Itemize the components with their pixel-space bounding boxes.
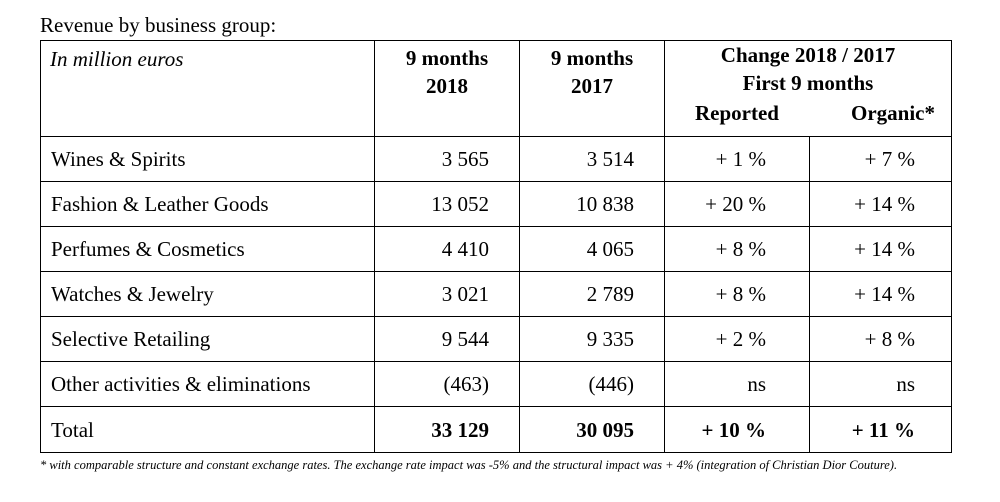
change-title-line2: First 9 months — [742, 71, 874, 95]
value-2017: 2 789 — [519, 271, 665, 317]
change-reported: + 20 % — [664, 181, 810, 227]
header-row: In million euros 9 months 2018 9 months … — [40, 40, 953, 137]
total-change-organic: + 11 % — [808, 406, 953, 453]
table-row: Wines & Spirits 3 565 3 514 + 1 % + 7 % — [40, 136, 953, 182]
value-2018: 9 544 — [374, 316, 520, 362]
change-reported: + 1 % — [664, 136, 810, 182]
change-organic: + 14 % — [808, 226, 953, 272]
row-label: Fashion & Leather Goods — [40, 181, 375, 227]
header-2017-line2: 2017 — [571, 74, 613, 98]
row-label: Watches & Jewelry — [40, 271, 375, 317]
value-2018: 4 410 — [374, 226, 520, 272]
revenue-table: In million euros 9 months 2018 9 months … — [40, 40, 953, 453]
table-row: Selective Retailing 9 544 9 335 + 2 % + … — [40, 316, 953, 362]
change-reported: + 2 % — [664, 316, 810, 362]
change-organic: + 8 % — [808, 316, 953, 362]
change-organic: ns — [808, 361, 953, 407]
table-row: Watches & Jewelry 3 021 2 789 + 8 % + 14… — [40, 271, 953, 317]
value-2018: 3 021 — [374, 271, 520, 317]
total-label: Total — [40, 406, 375, 453]
change-reported: + 8 % — [664, 271, 810, 317]
units-label: In million euros — [40, 40, 375, 137]
change-organic: + 14 % — [808, 271, 953, 317]
row-label: Other activities & eliminations — [40, 361, 375, 407]
change-organic: + 7 % — [808, 136, 953, 182]
row-label: Selective Retailing — [40, 316, 375, 362]
header-2018: 9 months 2018 — [374, 40, 520, 137]
value-2018: (463) — [374, 361, 520, 407]
row-label: Perfumes & Cosmetics — [40, 226, 375, 272]
table-row: Other activities & eliminations (463) (4… — [40, 361, 953, 407]
total-change-reported: + 10 % — [664, 406, 810, 453]
header-2018-line1: 9 months — [405, 46, 489, 70]
header-change: Change 2018 / 2017 First 9 months Report… — [663, 40, 953, 137]
value-2017: 9 335 — [519, 316, 665, 362]
table-row: Fashion & Leather Goods 13 052 10 838 + … — [40, 181, 953, 227]
header-2017-line1: 9 months — [550, 46, 634, 70]
value-2018: 3 565 — [374, 136, 520, 182]
change-organic: + 14 % — [808, 181, 953, 227]
change-reported: + 8 % — [664, 226, 810, 272]
header-organic: Organic* — [851, 101, 936, 125]
header-reported: Reported — [695, 101, 779, 125]
value-2017: 4 065 — [519, 226, 665, 272]
header-2017: 9 months 2017 — [519, 40, 665, 137]
value-2017: (446) — [519, 361, 665, 407]
value-2017: 3 514 — [519, 136, 665, 182]
change-reported: ns — [664, 361, 810, 407]
row-label: Wines & Spirits — [40, 136, 375, 182]
table-row: Perfumes & Cosmetics 4 410 4 065 + 8 % +… — [40, 226, 953, 272]
table-caption: Revenue by business group: — [40, 13, 277, 37]
value-2017: 10 838 — [519, 181, 665, 227]
change-title-line1: Change 2018 / 2017 — [720, 43, 896, 67]
total-2017: 30 095 — [519, 406, 665, 453]
total-row: Total 33 129 30 095 + 10 % + 11 % — [40, 406, 953, 453]
value-2018: 13 052 — [374, 181, 520, 227]
total-2018: 33 129 — [374, 406, 520, 453]
header-2018-line2: 2018 — [426, 74, 468, 98]
change-subheaders: Reported Organic* — [665, 97, 951, 127]
footnote: * with comparable structure and constant… — [40, 458, 898, 472]
